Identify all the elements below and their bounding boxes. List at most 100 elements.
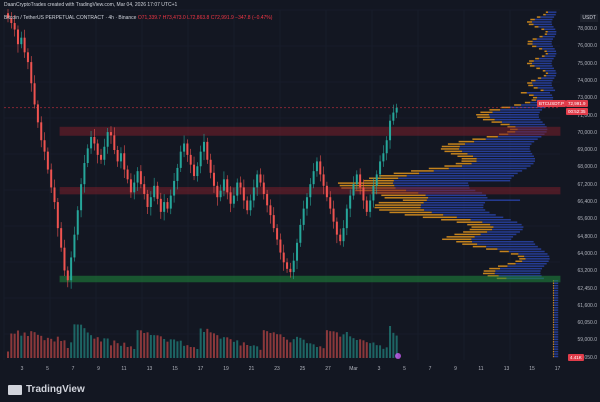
volume-profile-bar <box>420 206 484 209</box>
price-tick-label: 78,000.0 <box>577 26 597 32</box>
volume-bar <box>176 341 179 358</box>
candle-body <box>123 153 126 170</box>
price-tick-label: 65,600.0 <box>577 216 597 223</box>
candle-body <box>139 171 142 185</box>
volume-profile-bar <box>420 204 484 206</box>
volume-profile-bar <box>533 87 538 89</box>
volume-profile-bar <box>552 292 554 294</box>
volume-profile-bar <box>541 55 545 57</box>
volume-profile-bar <box>393 172 420 175</box>
volume-profile-bar <box>497 248 542 250</box>
volume-profile-bar <box>532 43 552 45</box>
price-tick-label: 64,000.0 <box>577 250 597 257</box>
volume-bar <box>146 332 149 358</box>
volume-profile-bar <box>378 201 424 204</box>
candle-body <box>70 257 73 281</box>
volume-bar <box>83 328 86 358</box>
author-line: DaanCryptoTrades created with TradingVie… <box>4 2 178 8</box>
volume-profile-bar <box>520 92 527 94</box>
volume-profile-bar <box>480 233 517 236</box>
volume-profile-bar <box>552 326 554 328</box>
volume-profile-bar <box>532 40 552 43</box>
volume-profile-bar <box>488 114 539 116</box>
volume-profile-bar <box>554 302 559 304</box>
volume-profile-bar <box>552 321 554 324</box>
volume-profile-bar <box>425 194 487 197</box>
candle-body <box>335 221 338 235</box>
volume-bar <box>322 348 325 358</box>
candlestick-chart[interactable] <box>0 0 600 362</box>
candle-body <box>23 37 26 53</box>
candle-body <box>90 136 93 149</box>
volume-profile-bar <box>471 162 534 165</box>
volume-profile-bar <box>541 28 545 31</box>
candle-body <box>40 122 43 141</box>
candle-body <box>10 18 13 24</box>
volume-bar <box>109 345 112 358</box>
volume-bar <box>339 336 342 358</box>
volume-profile-bar <box>375 204 421 206</box>
volume-bar <box>219 338 222 358</box>
volume-bar <box>23 332 26 358</box>
candle-body <box>176 167 179 181</box>
volume-bar <box>193 347 196 358</box>
volume-bar <box>100 341 103 358</box>
volume-bar <box>7 351 9 358</box>
volume-profile-bar <box>381 194 426 197</box>
volume-profile-bar <box>456 216 504 219</box>
candle-body <box>159 198 162 212</box>
volume-profile-bar <box>510 253 519 255</box>
volume-bar <box>379 345 382 358</box>
volume-profile-bar <box>444 150 463 153</box>
volume-bar <box>206 328 209 358</box>
price-tick-label: 73,000.0 <box>577 95 597 102</box>
volume-bar <box>113 340 116 358</box>
candle-body <box>342 228 345 242</box>
volume-profile-bar <box>531 99 536 101</box>
candle-body <box>63 247 66 271</box>
volume-profile-bar <box>474 140 535 143</box>
time-tick-label: 15 <box>529 366 535 372</box>
volume-profile-bar <box>552 314 554 316</box>
volume-bar <box>372 342 375 358</box>
price-zone <box>59 126 561 136</box>
candle-body <box>76 210 79 235</box>
volume-bar <box>153 335 156 358</box>
candle-body <box>173 180 176 196</box>
volume-profile-bar <box>547 30 557 33</box>
price-tick-label: 69,000.0 <box>577 147 597 154</box>
volume-profile-bar <box>461 160 477 162</box>
volume-profile-bar <box>554 341 559 343</box>
indicator-dot <box>395 353 401 359</box>
volume-profile-bar <box>552 302 554 304</box>
volume-profile-bar <box>497 265 508 267</box>
ohlc-readout: O71,339.7 H73,473.0 L72,863.8 C72,991.9 … <box>137 15 273 21</box>
symbol-line: Bitcoin / TetherUS PERPETUAL CONTRACT · … <box>4 15 272 21</box>
volume-profile-bar <box>517 255 525 258</box>
volume-profile-bar <box>443 214 496 216</box>
volume-bar <box>80 324 83 358</box>
volume-bar <box>203 332 205 358</box>
volume-profile-bar <box>543 74 547 77</box>
candle-body <box>352 184 355 196</box>
candle-body <box>375 174 378 186</box>
candle-body <box>30 62 33 84</box>
volume-bar <box>159 336 162 358</box>
volume-profile-bar <box>507 262 516 265</box>
time-tick-label: 15 <box>172 366 178 372</box>
candle-body <box>286 262 289 269</box>
volume-bar <box>345 332 348 358</box>
volume-bar <box>129 346 132 358</box>
currency-badge[interactable]: USDT <box>580 14 598 22</box>
volume-profile-bar <box>554 355 559 358</box>
volume-bar <box>276 334 279 358</box>
volume-bar <box>256 346 259 358</box>
volume-profile-bar <box>446 236 475 238</box>
volume-bar <box>76 324 79 358</box>
volume-bar <box>179 340 182 358</box>
price-axis[interactable]: 78,000.0 76,000.0 75,000.0 74,000.0 73,000.0… <box>567 0 600 362</box>
volume-profile-bar <box>519 258 526 260</box>
volume-profile-bar <box>535 57 539 60</box>
volume-bar <box>123 342 126 358</box>
candle-body <box>319 161 322 175</box>
